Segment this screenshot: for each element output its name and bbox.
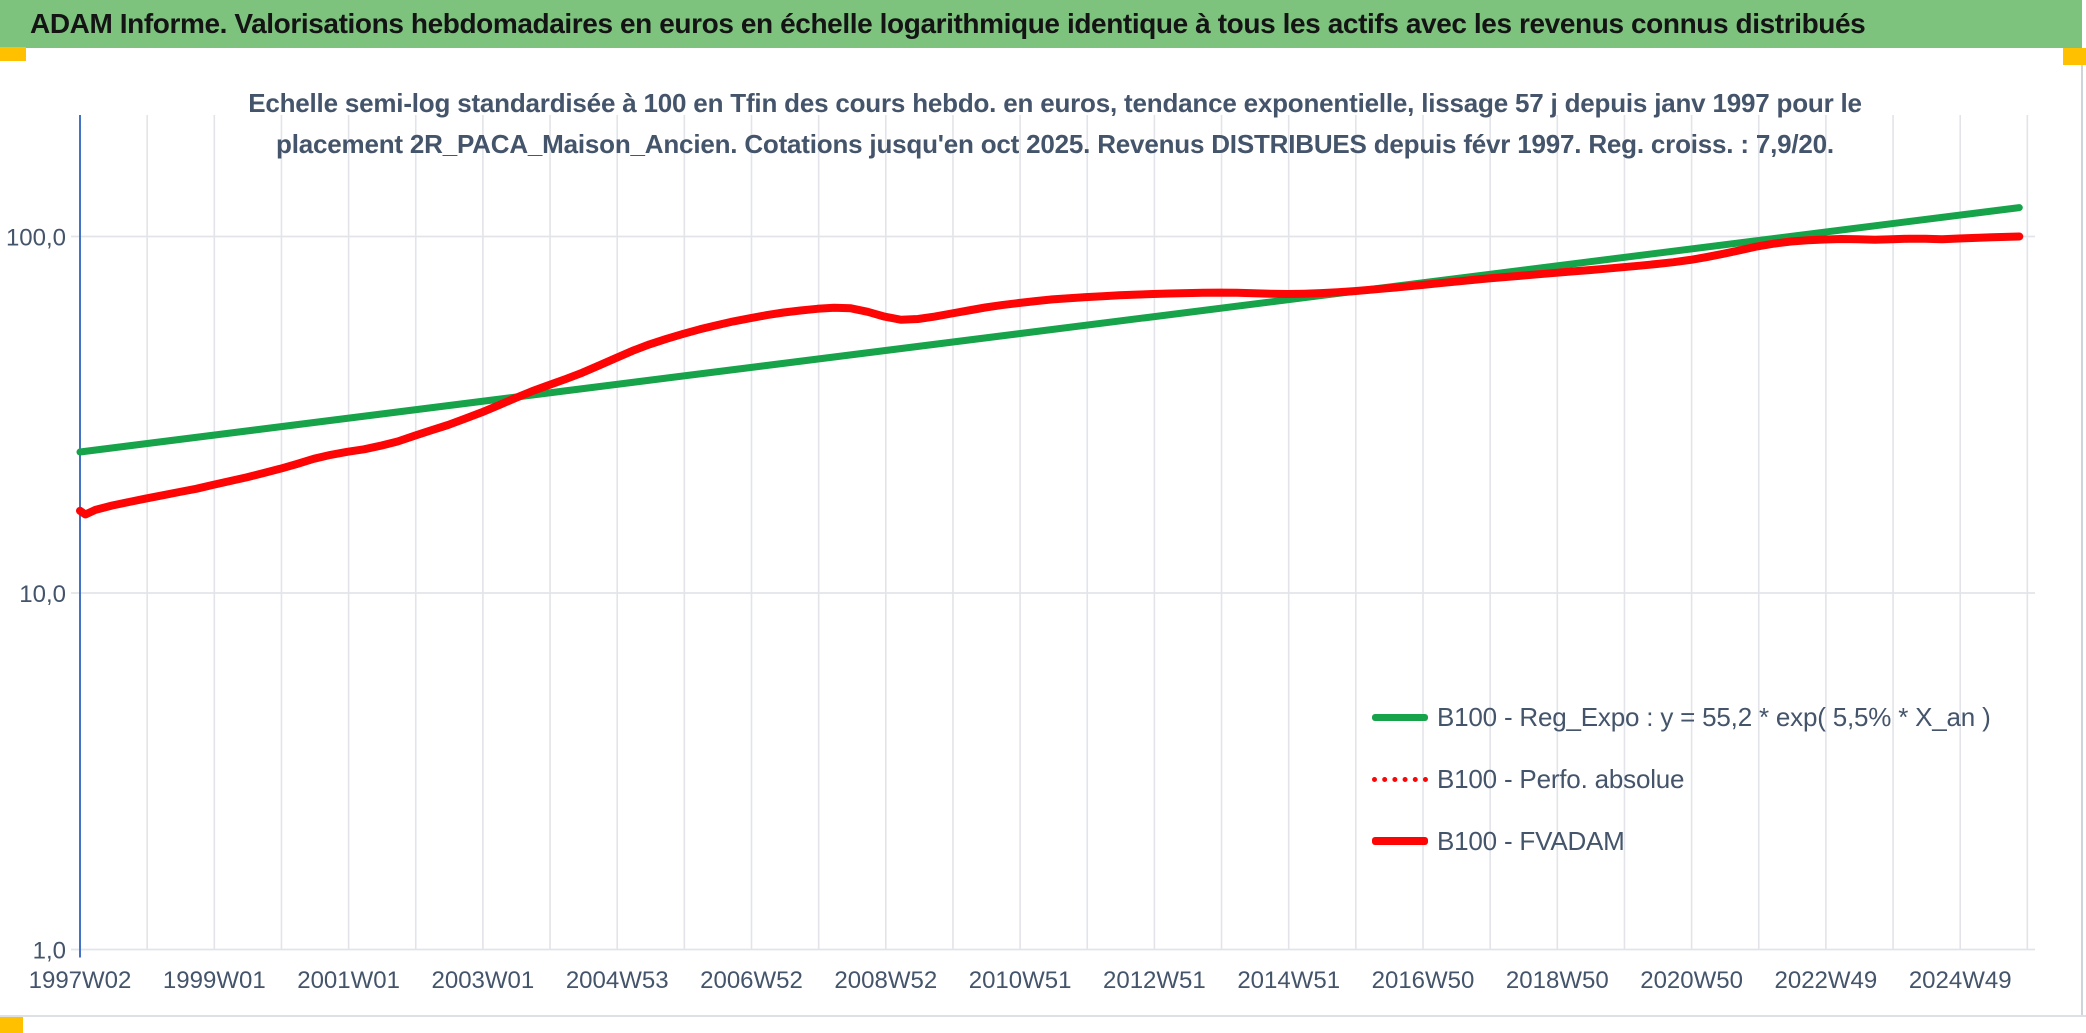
x-axis-labels: 1997W02 1999W01 2001W01 2003W01 2004W53 2006W… bbox=[29, 967, 2012, 994]
x-tick-label: 2020W50 bbox=[1640, 967, 1743, 994]
horizontal-gridlines bbox=[71, 235, 2035, 951]
series-line-b100-fvadam bbox=[76, 232, 2024, 519]
x-tick-label: 2014W51 bbox=[1237, 967, 1340, 994]
legend-sample-solid-line bbox=[1372, 837, 1428, 845]
x-tick-label: 2024W49 bbox=[1909, 967, 2012, 994]
legend-sample-dotted-line bbox=[1372, 776, 1428, 782]
series-line-b100-reg-expo bbox=[76, 204, 2023, 456]
x-tick-label: 2001W01 bbox=[297, 967, 400, 994]
y-tick-label: 100,0 bbox=[6, 225, 66, 252]
x-tick-label: 2008W52 bbox=[834, 967, 937, 994]
legend-label: B100 - Perfo. absolue bbox=[1437, 763, 1685, 794]
corner-accent-right bbox=[2063, 48, 2086, 65]
chart-title-line2: placement 2R_PACA_Maison_Ancien. Cotatio… bbox=[276, 129, 1834, 159]
series-line-b100-perfo-absolue bbox=[77, 234, 2022, 517]
x-tick-label: 1999W01 bbox=[163, 967, 266, 994]
legend-label: B100 - FVADAM bbox=[1437, 825, 1625, 856]
page-title: ADAM Informe. Valorisations hebdomadaire… bbox=[30, 8, 1866, 39]
x-tick-label: 2012W51 bbox=[1103, 967, 1206, 994]
legend-item-b100-reg-expo: B100 - Reg_Expo : y = 55,2 * exp( 5,5% *… bbox=[1372, 686, 1991, 748]
x-tick-label: 2006W52 bbox=[700, 967, 803, 994]
x-tick-label: 2022W49 bbox=[1775, 967, 1878, 994]
y-tick-label: 1,0 bbox=[33, 938, 66, 965]
x-tick-label: 2010W51 bbox=[969, 967, 1072, 994]
y-tick-label: 10,0 bbox=[19, 581, 66, 608]
page-right-border bbox=[2081, 65, 2083, 1015]
legend-item-b100-perfo-absolue: B100 - Perfo. absolue bbox=[1372, 748, 1991, 810]
footer-accent bbox=[0, 1017, 23, 1033]
chart-title: Echelle semi-log standardisée à 100 en T… bbox=[80, 83, 2030, 165]
title-bar: ADAM Informe. Valorisations hebdomadaire… bbox=[0, 0, 2082, 48]
x-tick-label: 2018W50 bbox=[1506, 967, 1609, 994]
chart-legend: B100 - Reg_Expo : y = 55,2 * exp( 5,5% *… bbox=[1372, 686, 1991, 872]
chart-title-line1: Echelle semi-log standardisée à 100 en T… bbox=[248, 88, 1862, 118]
legend-item-b100-fvadam: B100 - FVADAM bbox=[1372, 810, 1991, 872]
vertical-gridlines bbox=[146, 115, 2029, 950]
legend-label: B100 - Reg_Expo : y = 55,2 * exp( 5,5% *… bbox=[1437, 701, 1991, 732]
x-tick-label: 2004W53 bbox=[566, 967, 669, 994]
x-tick-label: 1997W02 bbox=[29, 967, 132, 994]
x-tick-label: 2003W01 bbox=[432, 967, 535, 994]
legend-sample-solid-line bbox=[1372, 713, 1428, 721]
corner-accent-left bbox=[0, 47, 26, 61]
y-axis-labels: 100,0 10,0 1,0 bbox=[6, 225, 66, 965]
footer-divider bbox=[0, 1015, 2086, 1017]
x-tick-label: 2016W50 bbox=[1372, 967, 1475, 994]
